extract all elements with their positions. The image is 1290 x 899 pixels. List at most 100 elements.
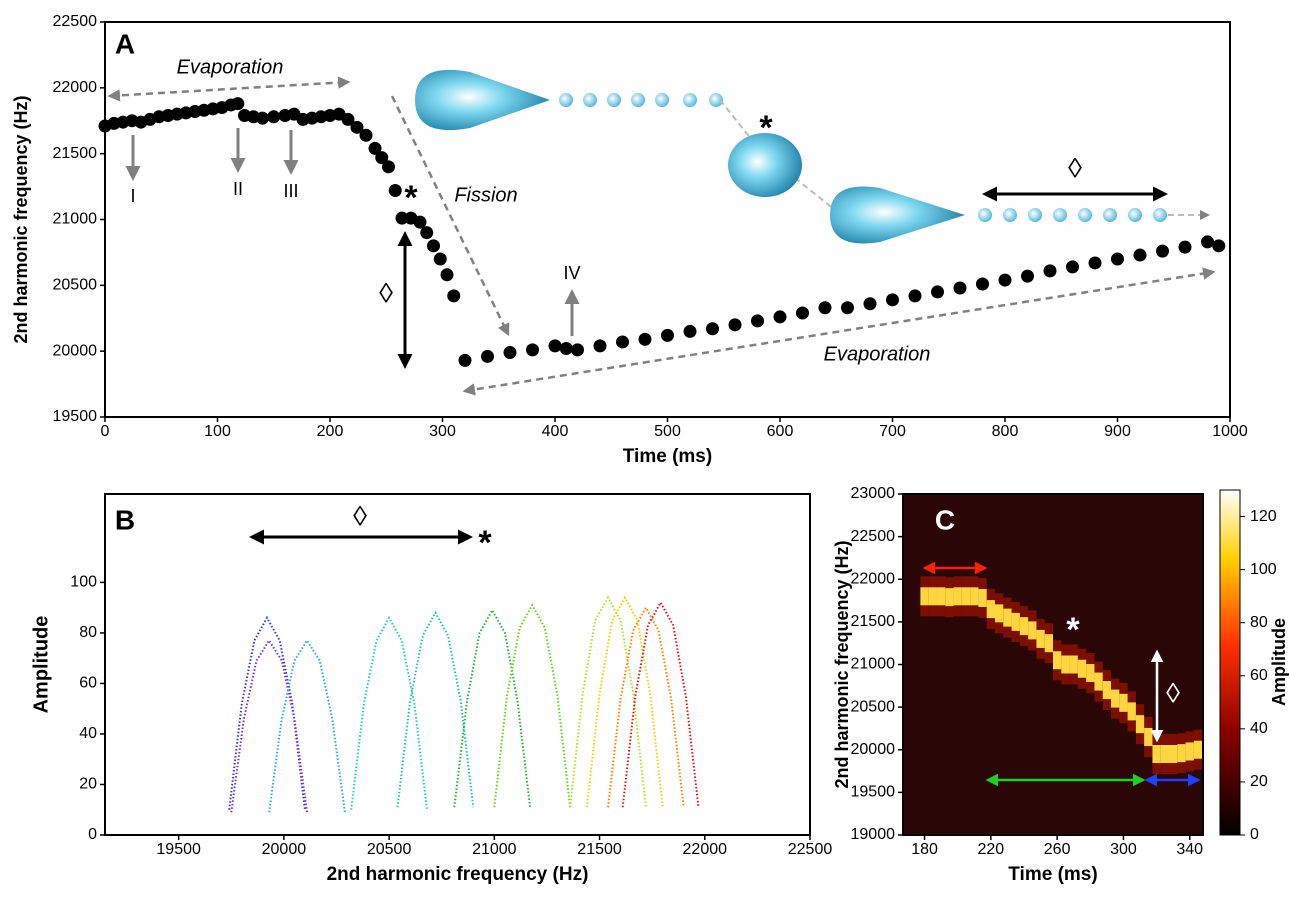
colorbar-tick-label: 120 bbox=[1250, 508, 1277, 525]
arrow bbox=[107, 76, 351, 102]
data-point bbox=[1133, 248, 1147, 262]
data-point bbox=[1088, 256, 1102, 270]
x-tick-label: 400 bbox=[542, 423, 569, 440]
droplet bbox=[728, 133, 802, 197]
ridge-cell bbox=[970, 587, 979, 606]
ridge-cell bbox=[1127, 702, 1136, 721]
data-point bbox=[908, 289, 922, 303]
annotation: * bbox=[404, 179, 418, 217]
data-point bbox=[683, 324, 697, 338]
data-point bbox=[976, 277, 989, 291]
x-tick-label: 1000 bbox=[1212, 423, 1248, 440]
data-point bbox=[886, 293, 899, 307]
annotation: * bbox=[1066, 611, 1080, 649]
annotation: Evaporation bbox=[177, 56, 284, 78]
data-point bbox=[350, 120, 364, 134]
colorbar bbox=[1219, 489, 1241, 836]
data-point bbox=[1201, 235, 1214, 249]
annotation: II bbox=[233, 179, 243, 199]
x-tick-label: 200 bbox=[317, 423, 344, 440]
data-point bbox=[413, 215, 427, 229]
x-tick-label: 19500 bbox=[156, 841, 201, 858]
annotation: Fission bbox=[454, 184, 517, 206]
panel-a-decor bbox=[107, 69, 1216, 396]
data-point bbox=[841, 301, 854, 315]
annotation: IV bbox=[563, 263, 580, 283]
panel-a: 0 100 200 300 400 500 600 700 800 900 1000 19500 200… bbox=[11, 13, 1248, 467]
annotation: III bbox=[283, 181, 298, 201]
data-point bbox=[796, 306, 809, 320]
y-tick-label: 20500 bbox=[851, 698, 896, 715]
data-point bbox=[368, 141, 382, 155]
colorbar-tick-label: 0 bbox=[1250, 826, 1259, 843]
data-point bbox=[231, 97, 245, 111]
ridge-cell bbox=[1185, 742, 1194, 761]
data-point bbox=[638, 332, 652, 346]
data-point bbox=[818, 301, 832, 315]
ridge-cell bbox=[1111, 689, 1120, 708]
x-tick-label: 700 bbox=[879, 423, 906, 440]
data-point bbox=[559, 342, 573, 356]
y-tick-label: 22500 bbox=[851, 528, 896, 545]
y-tick-label: 21500 bbox=[53, 145, 98, 162]
x-tick-label: 500 bbox=[654, 423, 681, 440]
y-tick-label: 80 bbox=[79, 624, 97, 641]
data-point bbox=[440, 268, 454, 282]
y-tick-label: 20000 bbox=[53, 342, 98, 359]
y-tick-label: 20000 bbox=[851, 741, 896, 758]
panel-b: 19500 20000 20500 21000 21500 22000 22500 0 20 40… bbox=[30, 493, 832, 885]
colorbar-label: Amplitude bbox=[1269, 618, 1289, 706]
data-point bbox=[341, 112, 355, 126]
colorbar-tick-label: 100 bbox=[1250, 561, 1277, 578]
ridge-cell bbox=[1011, 612, 1020, 631]
plot-frame bbox=[104, 493, 811, 836]
x-tick-label: 20500 bbox=[367, 841, 412, 858]
y-tick-label: 100 bbox=[70, 574, 97, 591]
x-tick-label: 22000 bbox=[683, 841, 728, 858]
panel-c: 0 20 40 60 80 100 120 Amplitude 180 220 260 300 340 1… bbox=[832, 485, 1289, 885]
x-tick-label: 180 bbox=[911, 841, 938, 858]
data-point bbox=[526, 343, 539, 357]
spectrum-line bbox=[453, 608, 532, 808]
x-axis-title: Time (ms) bbox=[623, 446, 712, 467]
x-tick-label: 900 bbox=[1104, 423, 1131, 440]
x-tick-label: 800 bbox=[992, 423, 1019, 440]
spectrum-line bbox=[569, 595, 647, 808]
data-point bbox=[256, 111, 269, 125]
ridge-cell bbox=[961, 587, 971, 606]
x-tick-label: 300 bbox=[1110, 841, 1137, 858]
ridge-cell bbox=[1003, 608, 1012, 627]
spectrum-line bbox=[230, 638, 308, 813]
data-point bbox=[1021, 269, 1034, 283]
y-axis-title: 2nd harmonic frequency (Hz) bbox=[832, 540, 852, 788]
ridge-cell bbox=[994, 604, 1004, 623]
droplet bbox=[830, 186, 965, 244]
ridge-cell bbox=[936, 587, 946, 606]
ridge-cell bbox=[1019, 617, 1029, 636]
data-point bbox=[481, 349, 494, 363]
y-tick-label: 21000 bbox=[851, 656, 896, 673]
y-axis-title: Amplitude bbox=[30, 616, 52, 714]
data-point bbox=[953, 281, 967, 295]
ridge-cell bbox=[1102, 681, 1112, 700]
y-tick-label: 19000 bbox=[851, 826, 896, 843]
data-point bbox=[267, 110, 281, 124]
ridge-cell bbox=[920, 587, 929, 606]
x-tick-label: 600 bbox=[767, 423, 794, 440]
spectrum-line bbox=[396, 610, 475, 808]
beads bbox=[559, 93, 723, 107]
y-axis-title: 2nd harmonic frequency (Hz) bbox=[11, 95, 31, 343]
spectrum-line bbox=[268, 638, 346, 813]
ridge-cell bbox=[1086, 664, 1095, 683]
x-tick-label: 100 bbox=[204, 423, 231, 440]
data-point bbox=[1111, 252, 1124, 266]
spectrum-line bbox=[607, 605, 685, 808]
annotation: ◊ bbox=[1068, 152, 1082, 183]
data-point bbox=[420, 226, 434, 240]
annotation: * bbox=[759, 109, 773, 147]
spectrum-line bbox=[228, 615, 306, 810]
data-point bbox=[427, 239, 440, 253]
y-tick-label: 20500 bbox=[53, 277, 98, 294]
x-tick-label: 260 bbox=[1044, 841, 1071, 858]
